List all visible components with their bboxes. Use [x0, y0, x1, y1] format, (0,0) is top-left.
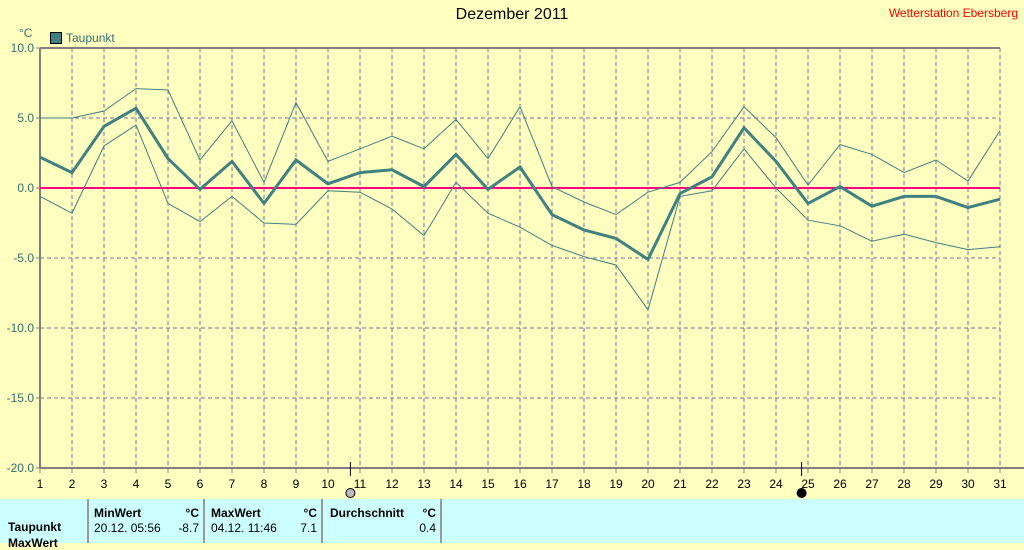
x-tick-label: 22	[705, 477, 719, 491]
x-tick-label: 9	[293, 477, 300, 491]
x-tick-label: 26	[833, 477, 847, 491]
x-tick-label: 4	[133, 477, 140, 491]
min-value: -8.7	[178, 521, 199, 535]
max-time: 04.12. 11:46	[211, 521, 277, 535]
x-tick-label: 17	[545, 477, 559, 491]
x-tick-label: 10	[321, 477, 335, 491]
x-tick-label: 12	[385, 477, 399, 491]
unit-header: °C	[186, 506, 199, 520]
x-tick-label: 14	[449, 477, 463, 491]
y-tick-label: -5.0	[13, 251, 34, 265]
unit-header: °C	[423, 506, 436, 520]
x-tick-label: 15	[481, 477, 495, 491]
x-tick-label: 18	[577, 477, 591, 491]
y-tick-label: 5.0	[17, 111, 34, 125]
row-label-taupunkt: Taupunkt	[8, 520, 61, 534]
stats-panel: Taupunkt MaxWert MinWert °C 20.12. 05:56 -8.…	[0, 499, 1024, 543]
y-tick-label: -10.0	[7, 321, 35, 335]
x-tick-label: 31	[993, 477, 1007, 491]
y-tick-label: 0.0	[17, 181, 34, 195]
x-tick-label: 27	[865, 477, 879, 491]
x-tick-label: 2	[69, 477, 76, 491]
x-tick-label: 8	[261, 477, 268, 491]
x-tick-label: 24	[769, 477, 783, 491]
x-tick-label: 23	[737, 477, 751, 491]
x-tick-label: 3	[101, 477, 108, 491]
x-tick-label: 6	[197, 477, 204, 491]
unit-header: °C	[304, 506, 317, 520]
x-tick-label: 5	[165, 477, 172, 491]
x-tick-label: 7	[229, 477, 236, 491]
new-moon-icon	[797, 489, 806, 498]
x-tick-label: 11	[354, 477, 367, 491]
min-header: MinWert	[94, 506, 141, 520]
avg-value: 0.4	[419, 521, 436, 535]
avg-header: Durchschnitt	[330, 506, 404, 520]
x-tick-label: 30	[961, 477, 975, 491]
x-tick-label: 16	[513, 477, 527, 491]
x-tick-label: 20	[641, 477, 655, 491]
y-tick-label: -15.0	[7, 391, 35, 405]
y-tick-label: -20.0	[7, 461, 35, 475]
first-quarter-icon	[346, 489, 355, 498]
x-tick-label: 13	[417, 477, 431, 491]
y-tick-label: 10.0	[11, 41, 35, 55]
min-time: 20.12. 05:56	[94, 521, 161, 535]
x-tick-label: 29	[929, 477, 943, 491]
max-value: 7.1	[300, 521, 317, 535]
x-tick-label: 1	[37, 477, 44, 491]
row-label-maxwert: MaxWert	[8, 536, 58, 550]
max-header: MaxWert	[211, 506, 261, 520]
x-tick-label: 21	[673, 477, 687, 491]
x-tick-label: 28	[897, 477, 911, 491]
x-tick-label: 19	[609, 477, 623, 491]
